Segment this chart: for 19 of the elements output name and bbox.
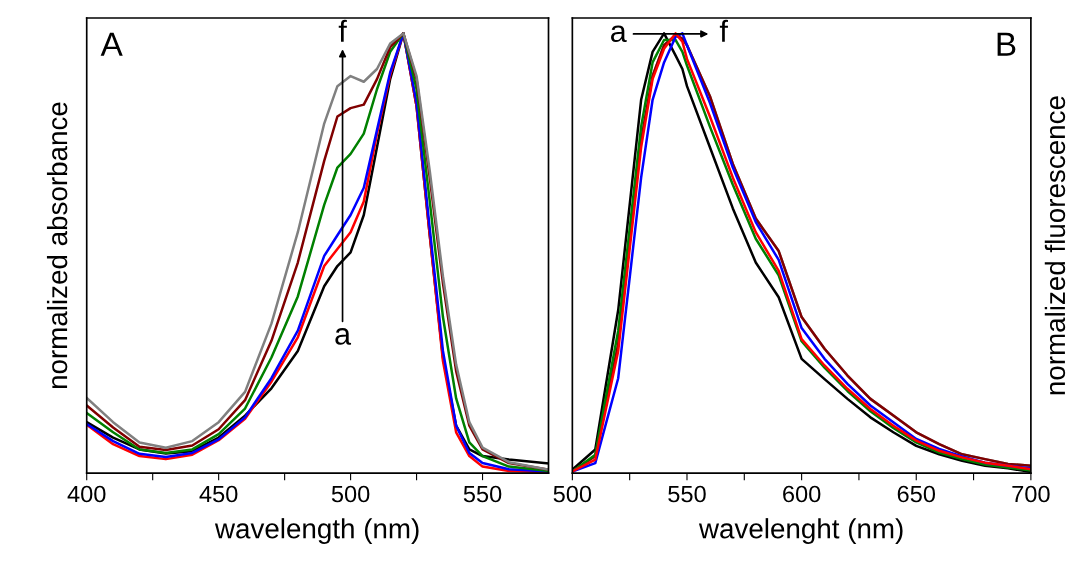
annotation: B — [997, 32, 1016, 56]
x-tick-label: 500 — [553, 485, 592, 503]
x-tick-label: 500 — [331, 485, 370, 503]
x-tick-label: 400 — [67, 485, 106, 503]
x-tick-label: 700 — [1012, 485, 1050, 503]
y-axis-title: normalized absorbance — [46, 102, 68, 389]
x-axis-title: wavelength (nm) — [214, 518, 419, 545]
x-axis-title: wavelenght (nm) — [698, 518, 903, 545]
annotation: a — [611, 25, 627, 43]
x-tick-label: 650 — [897, 485, 936, 503]
x-tick-label: 550 — [668, 485, 706, 503]
annotation: A — [100, 32, 123, 56]
annotation: a — [335, 328, 352, 345]
x-tick-label: 450 — [199, 485, 238, 503]
y-axis-title: normalized fluorescence — [1044, 96, 1066, 395]
annotation: f — [338, 19, 347, 42]
x-tick-label: 600 — [783, 485, 821, 503]
annotation: f — [719, 19, 728, 42]
x-tick-label: 550 — [463, 485, 502, 503]
